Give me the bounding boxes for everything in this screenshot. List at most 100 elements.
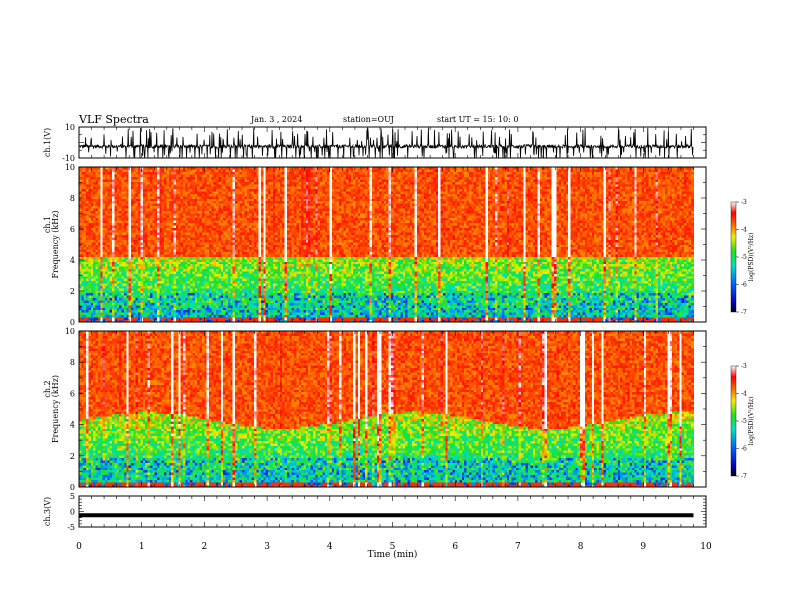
spectrogram-cell <box>202 278 205 281</box>
spectrogram-cell <box>171 213 174 216</box>
spectrogram-cell <box>185 186 188 189</box>
spectrogram-cell <box>152 261 155 264</box>
spectrogram-cell <box>221 179 224 182</box>
spectrogram-cell <box>91 264 94 267</box>
spectrogram-cell <box>252 269 255 272</box>
spectrogram-cell <box>256 203 259 206</box>
spectrogram-cell <box>148 274 151 277</box>
spectrogram-cell <box>84 220 87 223</box>
spectrogram-cell <box>133 312 136 315</box>
spectrogram-cell <box>155 269 158 272</box>
spectrogram-cell <box>152 254 155 257</box>
spectrogram-cell <box>202 271 205 274</box>
spectrogram-cell <box>192 235 195 238</box>
spectrogram-cell <box>178 266 181 269</box>
spectrogram-cell <box>93 215 96 218</box>
spectrogram-cell <box>145 310 148 313</box>
spectrogram-cell <box>166 186 169 189</box>
spectrogram-cell <box>117 247 120 250</box>
spectrogram-cell <box>159 254 162 257</box>
spectrogram-cell <box>200 169 203 172</box>
spectrogram-cell <box>96 191 99 194</box>
spectrogram-cell <box>155 249 158 252</box>
spectrogram-cell <box>107 281 110 284</box>
spectrogram-cell <box>207 191 210 194</box>
spectrogram-cell <box>204 225 207 228</box>
spectrogram-cell <box>119 291 122 294</box>
spectrogram-cell <box>98 208 101 211</box>
spectrogram-cell <box>207 274 210 277</box>
spectrogram-cell <box>195 286 198 289</box>
spectrogram-cell <box>171 315 174 318</box>
spectrogram-cell <box>169 206 172 209</box>
spectrogram-cell <box>93 271 96 274</box>
spectrogram-cell <box>195 213 198 216</box>
spectrogram-cell <box>103 225 106 228</box>
spectrogram-cell <box>129 211 132 214</box>
spectrogram-cell <box>237 310 240 313</box>
spectrogram-cell <box>214 303 217 306</box>
spectrogram-cell <box>159 298 162 301</box>
spectrogram-cell <box>107 303 110 306</box>
spectrogram-cell <box>105 211 108 214</box>
spectrogram-cell <box>171 298 174 301</box>
spectrogram-cell <box>207 286 210 289</box>
spectrogram-cell <box>249 169 252 172</box>
spectrogram-cell <box>84 174 87 177</box>
spectrogram-cell <box>195 298 198 301</box>
spectrogram-cell <box>96 242 99 245</box>
spectrogram-cell <box>223 215 226 218</box>
spectrogram-cell <box>84 172 87 175</box>
spectrogram-cell <box>235 300 238 303</box>
spectrogram-cell <box>256 218 259 221</box>
spectrogram-cell <box>88 213 91 216</box>
spectrogram-cell <box>129 177 132 180</box>
spectrogram-cell <box>207 220 210 223</box>
spectrogram-cell <box>145 307 148 310</box>
spectrogram-cell <box>183 315 186 318</box>
spectrogram-cell <box>126 295 129 298</box>
spectrogram-cell <box>84 300 87 303</box>
spectrogram-cell <box>152 232 155 235</box>
spectrogram-cell <box>166 245 169 248</box>
spectrogram-cell <box>181 271 184 274</box>
spectrogram-cell <box>176 247 179 250</box>
spectrogram-cell <box>211 169 214 172</box>
spectrogram-cell <box>159 220 162 223</box>
spectrogram-cell <box>157 211 160 214</box>
spectrogram-cell <box>114 201 117 204</box>
spectrogram-cell <box>223 317 226 320</box>
spectrogram-cell <box>143 295 146 298</box>
spectrogram-cell <box>171 242 174 245</box>
spectrogram-cell <box>136 259 139 262</box>
spectrogram-cell <box>81 240 84 243</box>
spectrogram-cell <box>183 259 186 262</box>
spectrogram-cell <box>143 230 146 233</box>
spectrogram-cell <box>207 169 210 172</box>
spectrogram-cell <box>131 182 134 185</box>
spectrogram-cell <box>124 198 127 201</box>
spectrogram-cell <box>242 218 245 221</box>
spectrogram-cell <box>96 228 99 231</box>
spectrogram-cell <box>204 281 207 284</box>
spectrogram-cell <box>228 288 231 291</box>
spectrogram-cell <box>190 184 193 187</box>
spectrogram-cell <box>162 208 165 211</box>
spectrogram-cell <box>192 232 195 235</box>
spectrogram-cell <box>235 182 238 185</box>
spectrogram-cell <box>192 286 195 289</box>
spectrogram-cell <box>254 177 257 180</box>
spectrogram-cell <box>256 295 259 298</box>
spectrogram-cell <box>204 291 207 294</box>
spectrogram-cell <box>202 194 205 197</box>
spectrogram-cell <box>86 288 89 291</box>
spectrogram-cell <box>124 203 127 206</box>
spectrogram-cell <box>155 213 158 216</box>
spectrogram-cell <box>240 300 243 303</box>
spectrogram-cell <box>209 235 212 238</box>
spectrogram-cell <box>218 201 221 204</box>
spectrogram-cell <box>164 310 167 313</box>
spectrogram-cell <box>235 194 238 197</box>
spectrogram-cell <box>223 230 226 233</box>
spectrogram-cell <box>176 169 179 172</box>
